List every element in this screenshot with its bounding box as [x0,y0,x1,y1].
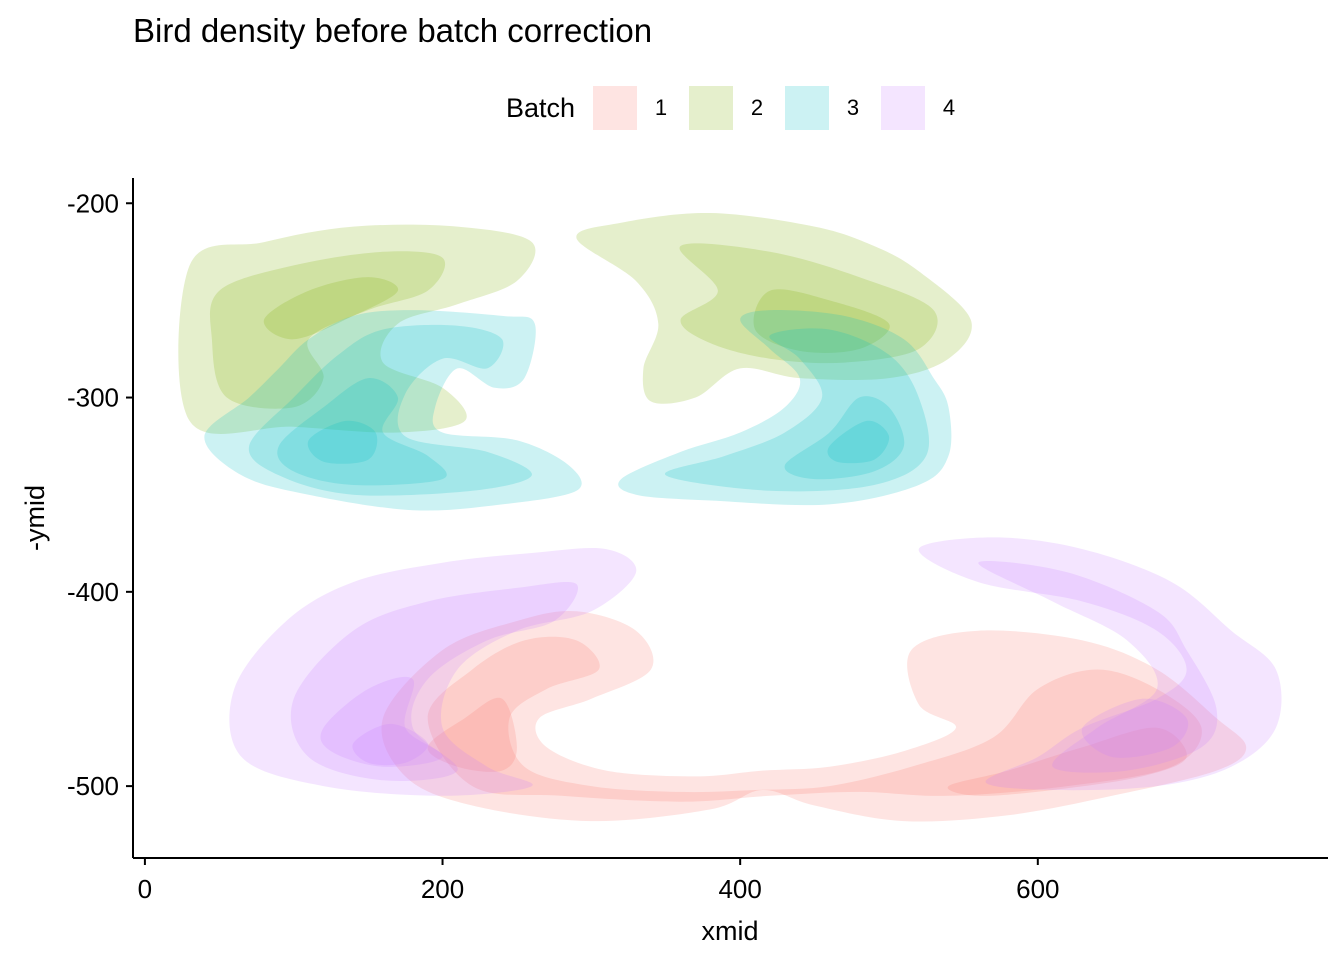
legend-item-1: 1 [593,86,685,130]
legend-key-2 [689,86,734,130]
batch-1-level-3-region-3 [947,727,1187,796]
batch-3-level-1-region-1 [618,309,952,506]
batch-1-level-2-region-1 [427,636,1202,802]
batch-3-density [204,309,952,511]
x-tick-label: 600 [1016,874,1059,904]
legend-label-1: 1 [654,95,668,120]
batch-2-level-2-region-2 [209,251,446,409]
legend-label-2: 2 [750,95,764,120]
batch-3-level-3-region-4 [277,377,447,486]
y-tick-label: -500 [67,771,119,801]
legend-items: 1 2 3 4 [593,86,977,130]
legend-key-4 [881,86,926,130]
legend: Batch 1 2 3 4 [506,86,977,130]
x-tick-label: 0 [138,874,152,904]
batch-3-level-1-region-0 [204,310,582,511]
batch-4-level-1-region-0 [229,547,637,796]
batch-3-level-2-region-3 [664,328,930,492]
batch-2-level-3-region-4 [263,277,399,340]
y-tick-label: -200 [67,188,119,218]
density-regions [178,212,1282,822]
batch-1-density [381,610,1247,822]
x-axis-title: xmid [701,916,758,946]
x-axis-ticks: 0 200 400 600 [138,858,1060,904]
legend-key-1 [593,86,638,130]
legend-label-3: 3 [846,95,860,120]
batch-2-level-3-region-5 [753,289,890,353]
batch-2-level-2-region-3 [679,243,938,364]
chart-title: Bird density before batch correction [133,12,653,49]
batch-4-level-3-region-4 [320,676,443,767]
y-axis-ticks: -200 -300 -400 -500 [67,188,133,801]
batch-3-level-2-region-2 [248,324,532,496]
x-tick-label: 200 [421,874,464,904]
batch-1-level-3-region-2 [427,697,517,772]
batch-4-level-4-region-6 [352,723,428,766]
legend-title: Batch [506,92,576,123]
y-axis-title: -ymid [20,485,50,551]
legend-item-3: 3 [785,86,877,130]
batch-3-level-4-region-6 [307,420,378,464]
x-tick-label: 400 [718,874,761,904]
batch-4-level-3-region-5 [1081,698,1189,758]
batch-4-level-2-region-3 [978,561,1218,773]
batch-1-level-1-region-0 [381,610,1247,822]
batch-4-level-2-region-2 [290,581,579,782]
batch-4-density [229,537,1282,796]
batch-2-density [178,212,972,434]
batch-4-level-1-region-1 [918,537,1282,791]
batch-2-level-1-region-1 [576,212,972,404]
legend-label-4: 4 [942,95,956,120]
batch-3-level-4-region-7 [827,420,890,464]
y-tick-label: -400 [67,577,119,607]
batch-2-level-1-region-0 [178,224,536,434]
legend-key-3 [785,86,830,130]
y-tick-label: -300 [67,383,119,413]
legend-item-2: 2 [689,86,781,130]
legend-item-4: 4 [881,86,973,130]
batch-3-level-3-region-5 [784,396,905,480]
